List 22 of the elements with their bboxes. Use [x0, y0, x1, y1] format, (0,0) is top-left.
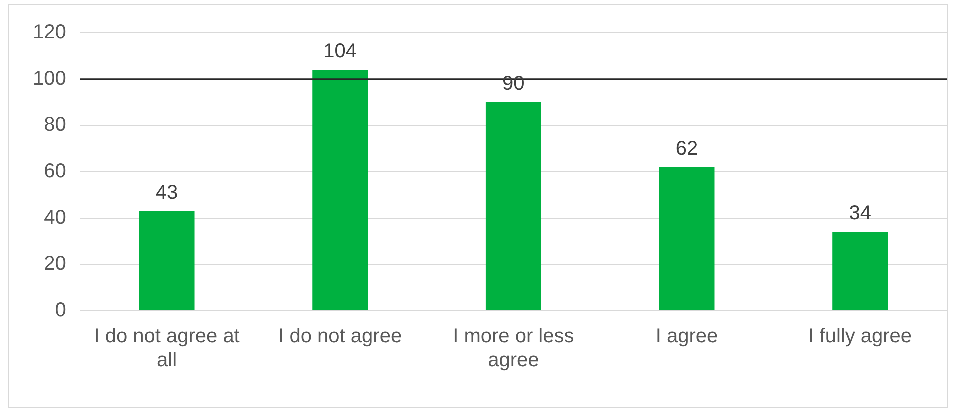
x-tick-label: I fully agree	[808, 326, 912, 348]
bar	[486, 102, 542, 310]
y-tick-label: 120	[32, 22, 66, 44]
x-tick-label: I agree	[656, 326, 718, 348]
bar	[139, 211, 195, 310]
y-tick-label: 100	[32, 68, 66, 90]
data-label: 104	[324, 40, 358, 63]
data-label: 62	[676, 138, 698, 160]
y-tick-label: 80	[44, 114, 66, 136]
y-tick-label: 40	[44, 206, 66, 229]
y-tick-label: 60	[44, 160, 66, 183]
bar	[312, 70, 368, 310]
bar	[659, 167, 715, 310]
x-tick-label: I do not agree	[278, 326, 402, 348]
bar	[832, 232, 888, 310]
data-label: 34	[849, 202, 872, 225]
data-label: 43	[156, 182, 178, 204]
y-tick-label: 20	[44, 253, 66, 276]
x-tick-label: I more or less agree	[453, 326, 574, 372]
data-label: 90	[502, 73, 525, 96]
x-tick-label: I do not agree at all	[94, 326, 240, 372]
y-tick-label: 0	[55, 300, 66, 322]
